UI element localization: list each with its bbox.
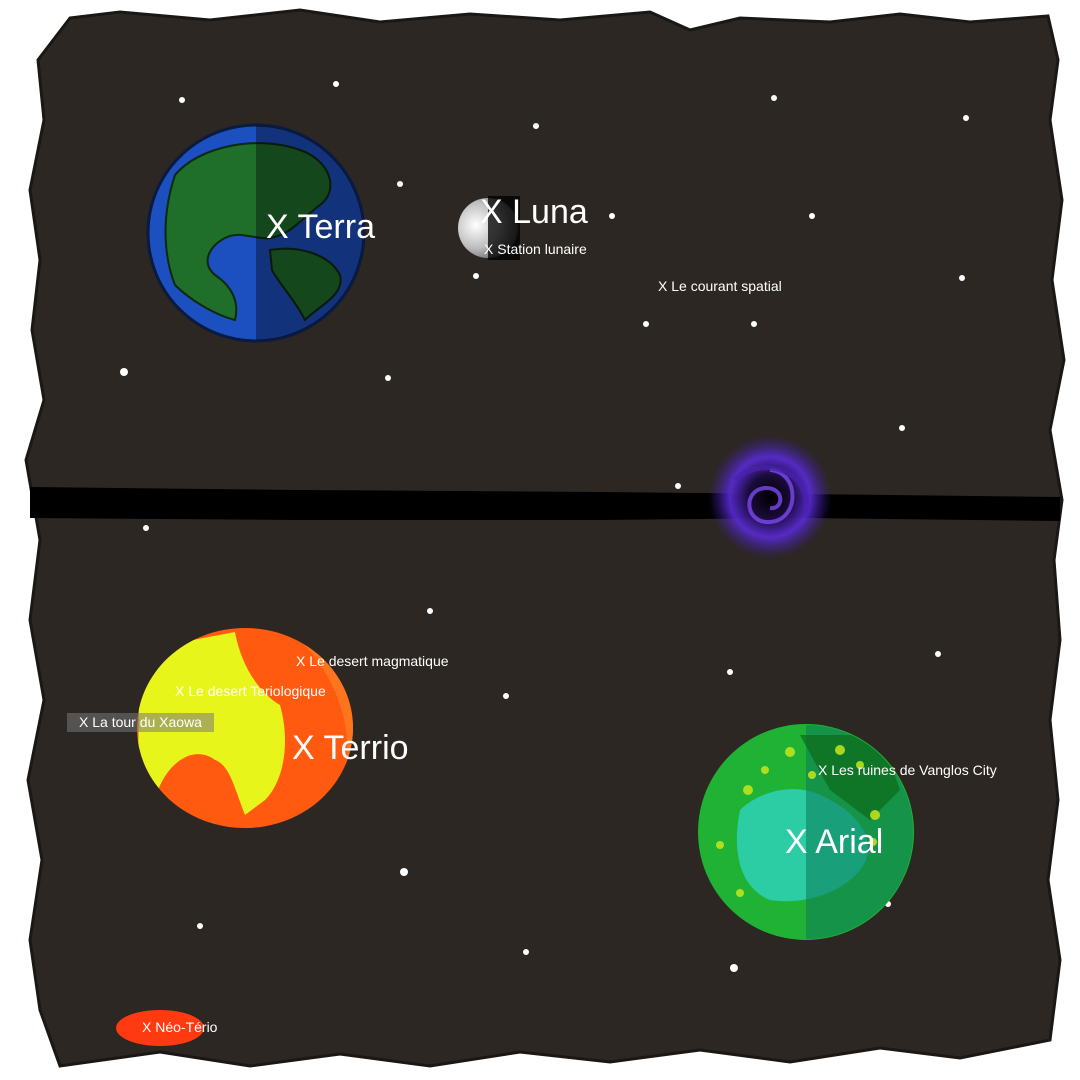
star — [727, 669, 733, 675]
star — [120, 368, 128, 376]
star — [809, 213, 815, 219]
star — [179, 97, 185, 103]
star — [643, 321, 649, 327]
star — [473, 273, 479, 279]
star — [899, 425, 905, 431]
desert-teriologique-label[interactable]: X Le desert Teriologique — [175, 683, 326, 699]
star — [609, 213, 615, 219]
star — [397, 181, 403, 187]
star — [675, 483, 681, 489]
star — [503, 693, 509, 699]
arial-planet — [698, 724, 914, 940]
star — [533, 123, 539, 129]
star — [333, 81, 339, 87]
luna-moon — [458, 196, 520, 260]
star — [143, 525, 149, 531]
ruines-vanglos-label[interactable]: X Les ruines de Vanglos City — [818, 762, 997, 778]
star — [523, 949, 529, 955]
neo-terio-label[interactable]: X Néo-Tério — [142, 1019, 218, 1035]
station-lunaire-label[interactable]: X Station lunaire — [484, 241, 587, 257]
terrio-label[interactable]: X Terrio — [292, 729, 409, 767]
luna-label[interactable]: X Luna — [480, 193, 588, 231]
star — [385, 375, 391, 381]
star — [935, 651, 941, 657]
terra-label[interactable]: X Terra — [266, 208, 375, 246]
star — [197, 923, 203, 929]
star — [963, 115, 969, 121]
neo-terio-planet — [116, 1010, 204, 1046]
vortex-icon — [708, 435, 832, 559]
desert-magmatique-label[interactable]: X Le desert magmatique — [296, 653, 449, 669]
arial-label[interactable]: X Arial — [785, 823, 884, 861]
star — [751, 321, 757, 327]
star-field — [120, 81, 969, 972]
courant-spatial-label[interactable]: X Le courant spatial — [658, 278, 782, 294]
star — [400, 868, 408, 876]
tour-xaowa-label[interactable]: X La tour du Xaowa — [67, 713, 214, 732]
star — [771, 95, 777, 101]
star — [730, 964, 738, 972]
star — [959, 275, 965, 281]
star — [427, 608, 433, 614]
